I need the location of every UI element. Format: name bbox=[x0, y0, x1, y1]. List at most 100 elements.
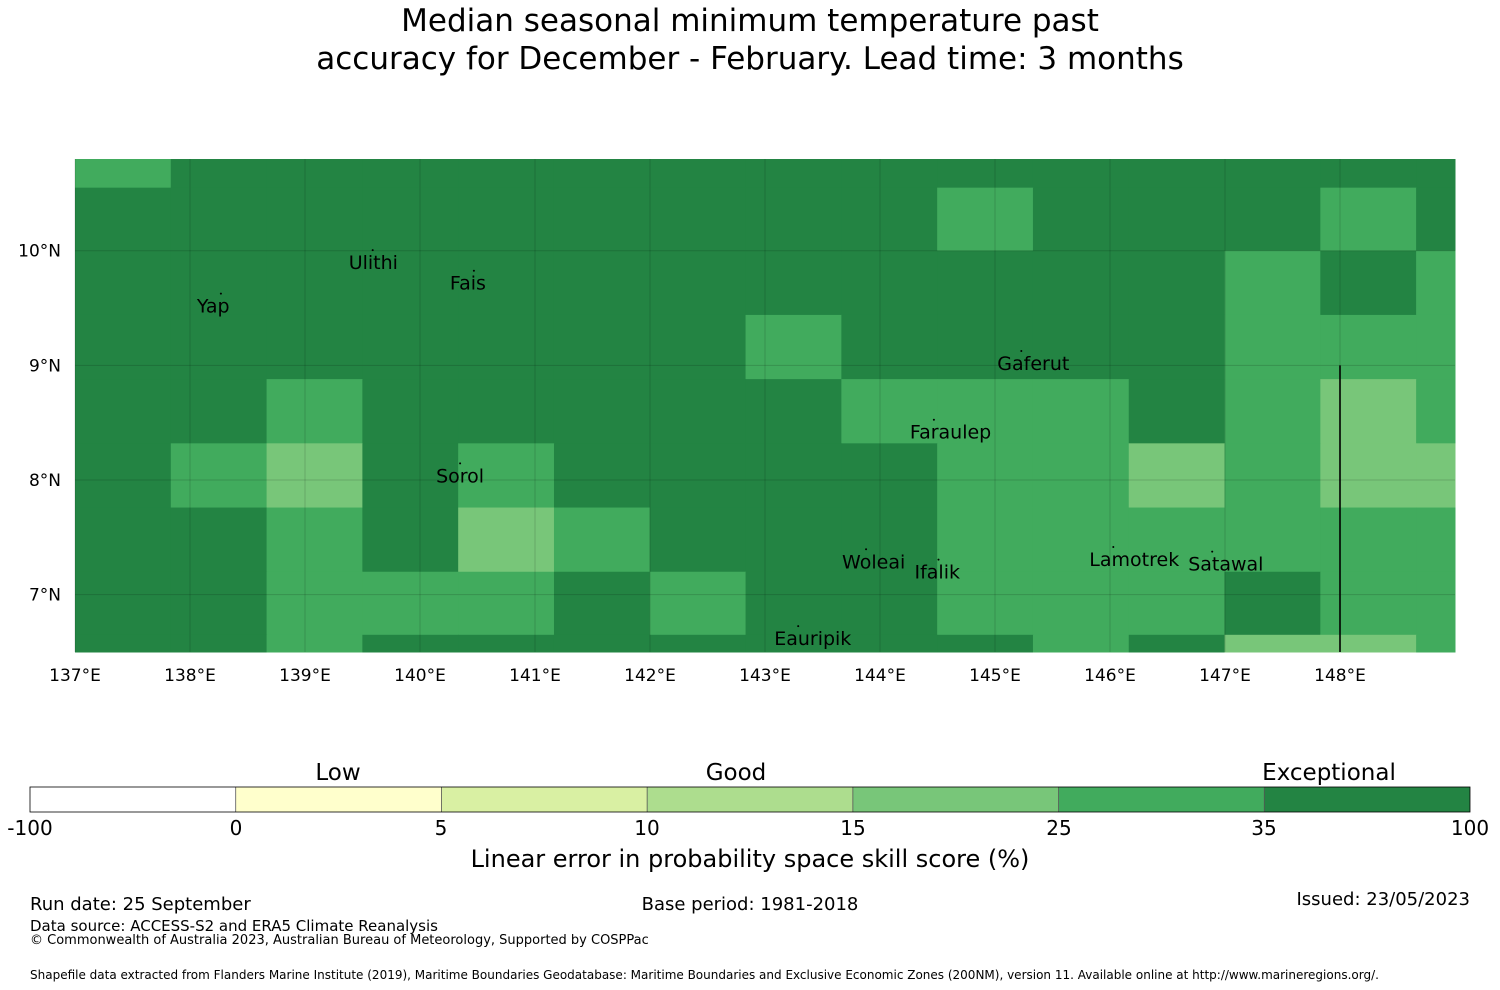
grid-cell bbox=[1032, 159, 1130, 189]
grid-cell bbox=[841, 443, 938, 509]
grid-cell bbox=[937, 571, 1034, 636]
grid-cell bbox=[1320, 187, 1417, 252]
island-marker bbox=[937, 558, 940, 561]
grid-cell bbox=[1128, 443, 1226, 509]
lon-tick-label: 146°E bbox=[1084, 666, 1136, 686]
lat-tick-label: 7°N bbox=[29, 586, 61, 606]
grid-cell bbox=[937, 159, 1034, 189]
grid-cell bbox=[841, 571, 938, 636]
grid-cell bbox=[170, 571, 268, 636]
grid-cell bbox=[937, 187, 1034, 252]
grid-cell bbox=[1416, 314, 1456, 380]
issued-date: Issued: 23/05/2023 bbox=[1296, 889, 1470, 910]
place-label: Sorol bbox=[436, 465, 484, 487]
grid-cell bbox=[1320, 634, 1417, 653]
lon-tick-label: 145°E bbox=[969, 666, 1021, 686]
grid-cell bbox=[937, 443, 1034, 509]
lon-tick-label: 140°E bbox=[394, 666, 446, 686]
grid-cell bbox=[1416, 250, 1456, 316]
lon-tick-label: 139°E bbox=[279, 666, 331, 686]
grid-cell bbox=[362, 443, 459, 509]
grid-cell bbox=[266, 443, 363, 509]
grid-cell bbox=[553, 571, 651, 636]
grid-cell bbox=[1128, 571, 1226, 636]
grid-cell bbox=[649, 571, 747, 636]
lon-tick-label: 143°E bbox=[739, 666, 791, 686]
grid-cell bbox=[745, 379, 842, 444]
lat-tick-label: 9°N bbox=[29, 356, 61, 376]
grid-cell bbox=[937, 379, 1034, 444]
grid-cell bbox=[1128, 507, 1226, 573]
grid-cell bbox=[1224, 634, 1321, 653]
colorbar-tick: 35 bbox=[1251, 816, 1277, 840]
island-marker bbox=[219, 292, 222, 295]
place-label: Lamotrek bbox=[1089, 549, 1179, 571]
grid-cell bbox=[841, 379, 938, 444]
grid-cell bbox=[1032, 507, 1130, 573]
grid-cell bbox=[170, 379, 268, 444]
data-source: Data source: ACCESS-S2 and ERA5 Climate … bbox=[30, 917, 438, 935]
grid-cell bbox=[362, 314, 459, 380]
grid-cell bbox=[937, 507, 1034, 573]
grid-cell bbox=[1320, 159, 1417, 189]
grid-cell bbox=[1032, 443, 1130, 509]
grid-cell bbox=[841, 507, 938, 573]
grid-cell bbox=[1320, 443, 1417, 509]
grid-cell bbox=[745, 314, 842, 380]
grid-cell bbox=[75, 250, 172, 316]
place-label: Satawal bbox=[1188, 554, 1263, 576]
grid-cell bbox=[458, 250, 555, 316]
grid-cell bbox=[1416, 379, 1456, 444]
colorbar-tick: 0 bbox=[229, 816, 243, 840]
place-label: Ulithi bbox=[349, 252, 398, 274]
grid-cell bbox=[1224, 571, 1321, 636]
grid-cell bbox=[553, 634, 651, 653]
grid-cell bbox=[649, 159, 747, 189]
grid-cell bbox=[745, 159, 842, 189]
colorbar bbox=[29, 786, 1471, 813]
grid-cell bbox=[745, 250, 842, 316]
lon-tick-label: 142°E bbox=[624, 666, 676, 686]
grid-cell bbox=[362, 571, 459, 636]
grid-cell bbox=[170, 314, 268, 380]
grid-cell bbox=[75, 187, 172, 252]
island-marker bbox=[932, 418, 935, 421]
island-marker bbox=[472, 269, 475, 272]
colorbar-segment bbox=[852, 787, 1059, 812]
grid-cell bbox=[75, 314, 172, 380]
grid-cell bbox=[1032, 187, 1130, 252]
grid-cell bbox=[1224, 507, 1321, 573]
grid-cell bbox=[553, 250, 651, 316]
title-line-1: Median seasonal minimum temperature past bbox=[401, 3, 1099, 39]
grid-cell bbox=[553, 507, 651, 573]
place-label: Woleai bbox=[842, 551, 905, 573]
lon-tick-label: 148°E bbox=[1314, 666, 1366, 686]
grid-cell bbox=[1224, 314, 1321, 380]
grid-cell bbox=[362, 379, 459, 444]
grid-cell bbox=[841, 159, 938, 189]
grid-cell bbox=[1416, 159, 1456, 189]
grid-cell bbox=[458, 634, 555, 653]
lon-tick-label: 137°E bbox=[49, 666, 101, 686]
base-period: Base period: 1981-2018 bbox=[641, 894, 859, 915]
grid-cell bbox=[1320, 250, 1417, 316]
grid-cell bbox=[1032, 571, 1130, 636]
colorbar-segment bbox=[30, 787, 236, 812]
grid-cell bbox=[745, 507, 842, 573]
colorbar-segment bbox=[235, 787, 442, 812]
grid-cell bbox=[553, 314, 651, 380]
title-line-2: accuracy for December - February. Lead t… bbox=[316, 41, 1184, 77]
grid-cell bbox=[458, 379, 555, 444]
grid-cell bbox=[266, 634, 363, 653]
lon-tick-label: 144°E bbox=[854, 666, 906, 686]
grid-cell bbox=[937, 314, 1034, 380]
grid-cell bbox=[75, 379, 172, 444]
colorbar-title: Linear error in probability space skill … bbox=[470, 845, 1030, 873]
island-marker bbox=[1020, 349, 1023, 352]
grid-cell bbox=[649, 379, 747, 444]
grid-cell bbox=[1224, 379, 1321, 444]
lat-tick-label: 10°N bbox=[18, 242, 61, 262]
shapefile-credit: Shapefile data extracted from Flanders M… bbox=[30, 968, 1379, 982]
grid-cell bbox=[1320, 507, 1417, 573]
grid-cell bbox=[170, 443, 268, 509]
